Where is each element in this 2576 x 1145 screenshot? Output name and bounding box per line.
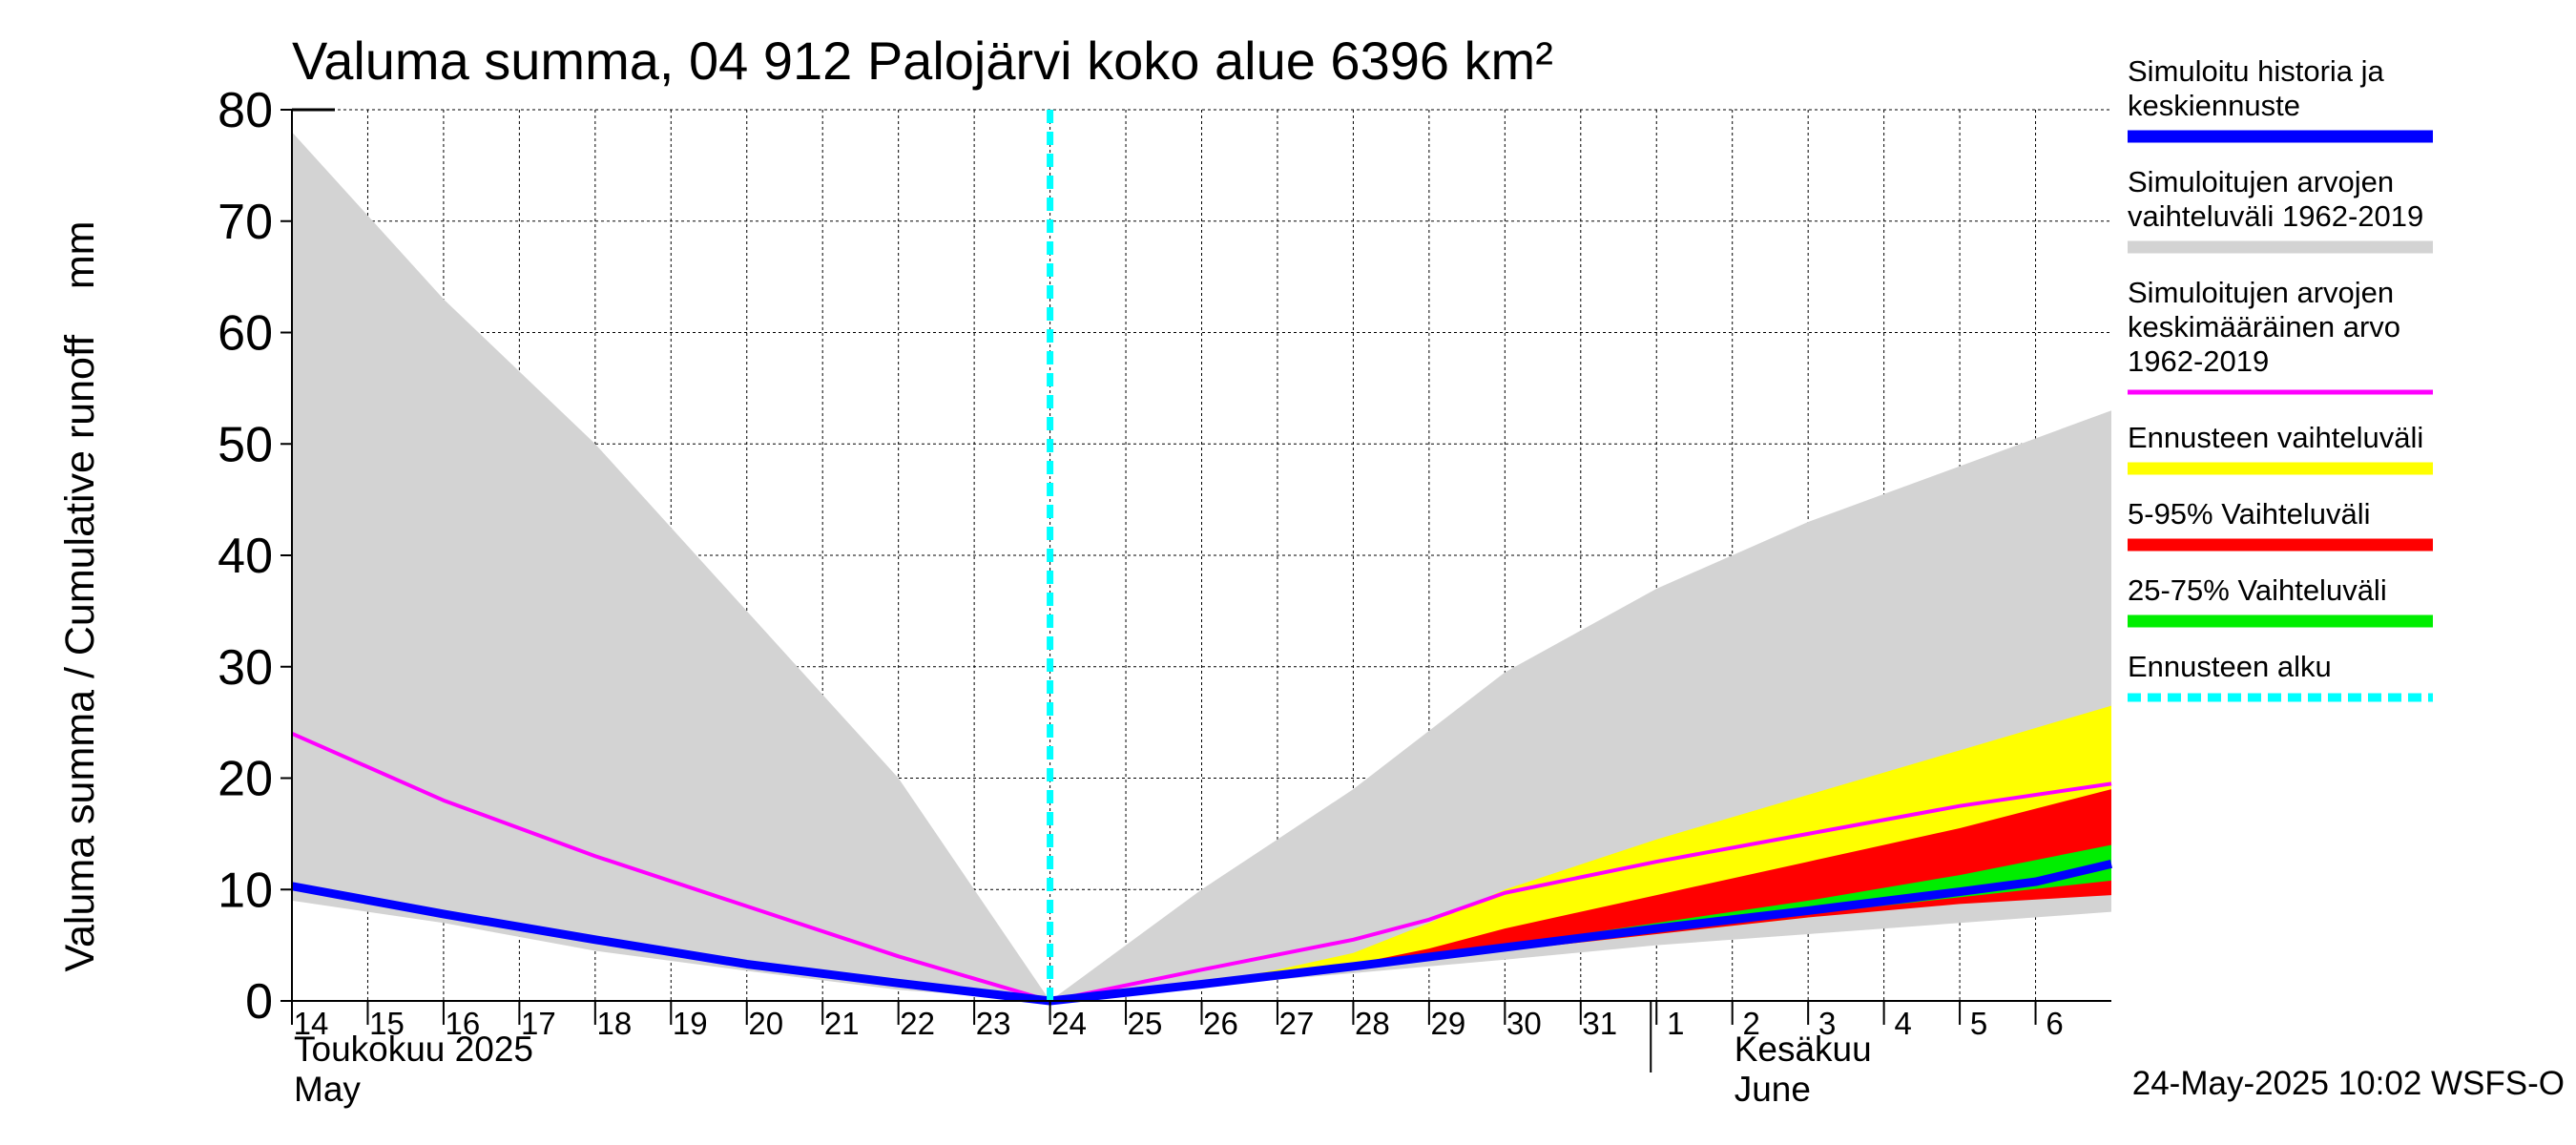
series-mean	[291, 731, 2112, 1003]
y-tick-label: 0	[245, 974, 273, 1030]
x-tick-label: 4	[1894, 1006, 1911, 1041]
x-tick-label: 1	[1667, 1006, 1684, 1041]
x-tick-label: 25	[1128, 1006, 1163, 1041]
month-label-en: May	[294, 1070, 361, 1109]
x-tick-label: 28	[1355, 1006, 1390, 1041]
x-tick-label: 26	[1203, 1006, 1238, 1041]
x-tick-label: 24	[1051, 1006, 1087, 1041]
x-tick-label: 27	[1279, 1006, 1315, 1041]
legend-label: vaihteluväli 1962-2019	[2128, 199, 2423, 233]
x-tick-label: 22	[900, 1006, 935, 1041]
plot-area	[291, 109, 2113, 1006]
x-tick-label: 6	[2046, 1006, 2063, 1041]
y-tick-label: 60	[218, 306, 273, 362]
chart-title: Valuma summa, 04 912 Palojärvi koko alue…	[292, 31, 1553, 91]
legend-label: 1962-2019	[2128, 344, 2269, 378]
y-tick-label: 10	[218, 863, 273, 918]
month-label-fi: Toukokuu 2025	[294, 1030, 533, 1069]
legend-label: keskiennuste	[2128, 89, 2300, 122]
band-hist_range	[292, 132, 2111, 1002]
x-tick-label: 17	[521, 1006, 556, 1041]
x-tick-label: 18	[596, 1006, 632, 1041]
x-tick-label: 2	[1743, 1006, 1760, 1041]
x-tick-label: 31	[1582, 1006, 1617, 1041]
legend-label: Simuloitu historia ja	[2128, 54, 2385, 88]
legend-label: Ennusteen vaihteluväli	[2128, 421, 2423, 454]
month-label-fi: Kesäkuu	[1735, 1030, 1872, 1069]
x-tick-label: 16	[446, 1006, 481, 1041]
y-tick-label: 20	[218, 752, 273, 807]
y-tick-label: 30	[218, 640, 273, 696]
y-tick-label: 40	[218, 529, 273, 584]
y-tick-label: 50	[218, 417, 273, 472]
legend-label: Simuloitujen arvojen	[2128, 165, 2394, 198]
legend-label: 5-95% Vaihteluväli	[2128, 497, 2370, 531]
x-tick-label: 5	[1970, 1006, 1987, 1041]
x-tick-label: 15	[369, 1006, 405, 1041]
legend-label: Simuloitujen arvojen	[2128, 276, 2394, 309]
legend-label: keskimääräinen arvo	[2128, 310, 2400, 344]
x-tick-label: 14	[294, 1006, 329, 1041]
x-tick-label: 23	[976, 1006, 1011, 1041]
x-tick-label: 3	[1818, 1006, 1836, 1041]
x-tick-label: 30	[1506, 1006, 1542, 1041]
y-tick-label: 80	[218, 83, 273, 138]
x-tick-label: 19	[673, 1006, 708, 1041]
legend-label: Ennusteen alku	[2128, 650, 2332, 683]
month-label-en: June	[1735, 1070, 1811, 1109]
y-tick-label: 70	[218, 195, 273, 250]
legend-label: 25-75% Vaihteluväli	[2128, 573, 2387, 607]
footer-timestamp: 24-May-2025 10:02 WSFS-O	[2132, 1065, 2565, 1102]
x-tick-label: 20	[748, 1006, 783, 1041]
y-axis-label: Valuma summa / Cumulative runoff mm	[57, 221, 103, 972]
x-tick-label: 21	[824, 1006, 860, 1041]
series-history_forecast	[291, 860, 2113, 1006]
x-tick-label: 29	[1431, 1006, 1466, 1041]
